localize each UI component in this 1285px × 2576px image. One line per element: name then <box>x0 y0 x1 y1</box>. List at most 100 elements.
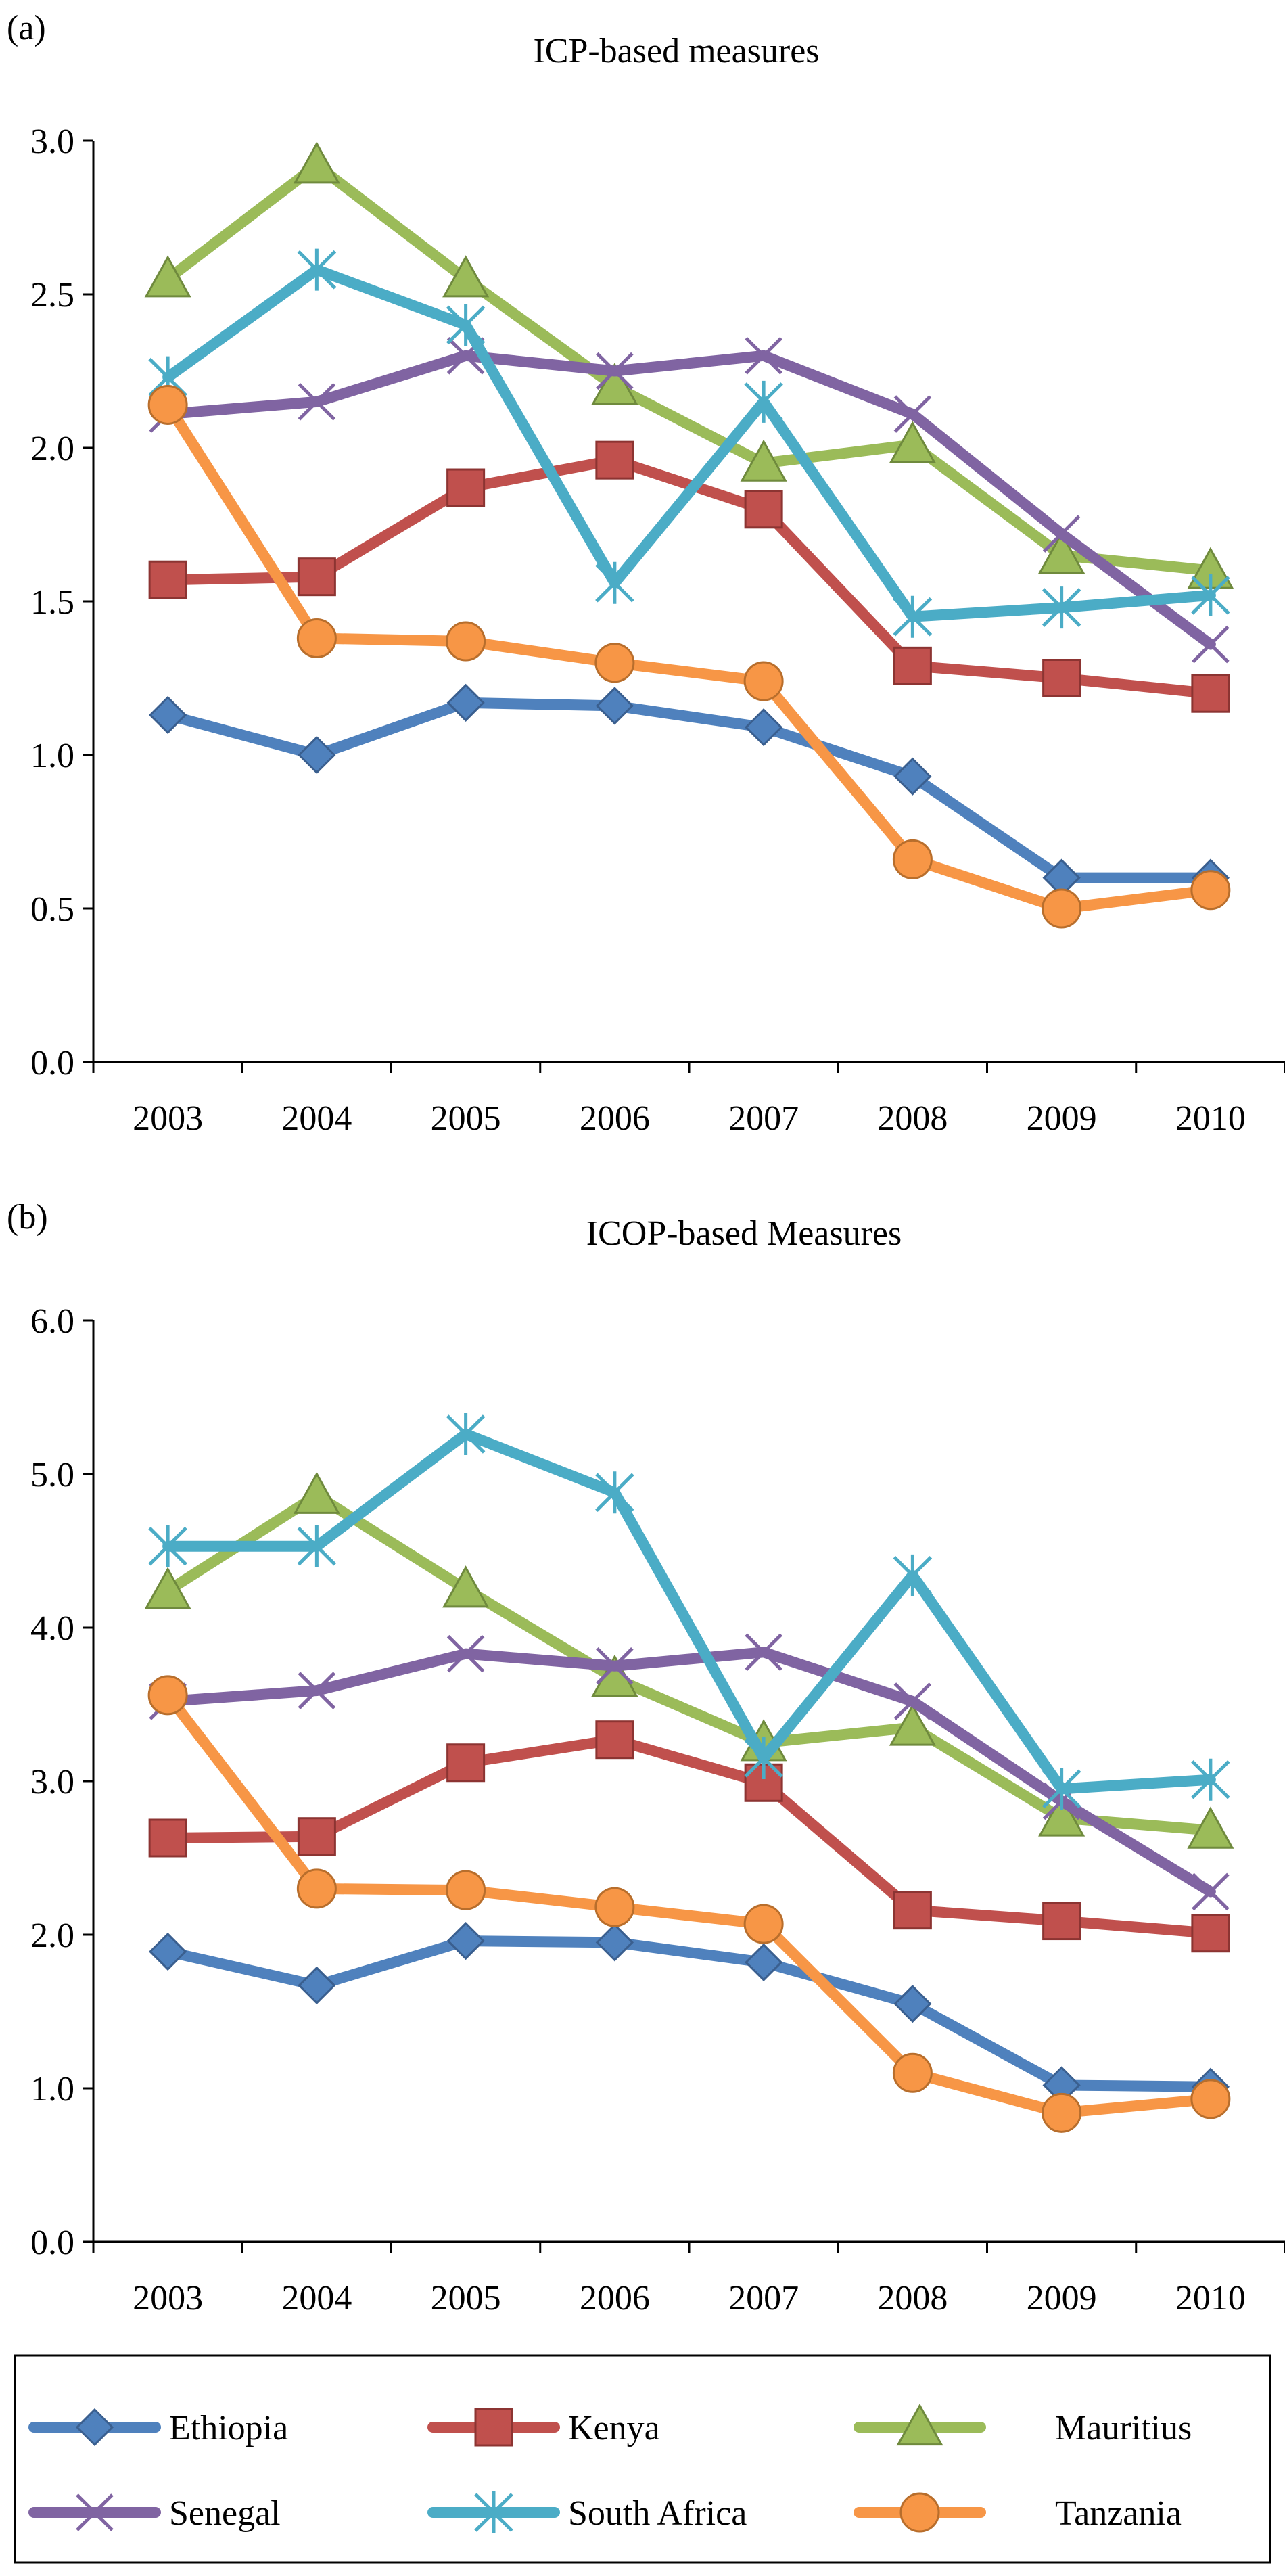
circle-marker <box>446 1870 486 1910</box>
circle-marker <box>296 1868 337 1909</box>
y-tick-label: 1.0 <box>30 2070 74 2109</box>
data-point-tanzania <box>296 1868 337 1909</box>
diamond-marker <box>745 1943 783 1981</box>
axes-b: 0.0 1.0 2.0 3.0 4.0 5.0 6.0 2003 2004 2005 2006 200… <box>30 1302 1285 2318</box>
data-point-kenya <box>297 1817 336 1856</box>
series-line-mauritius <box>162 160 1216 576</box>
data-point-senegal <box>446 1634 485 1673</box>
circle-icon <box>900 2492 940 2533</box>
data-point-senegal <box>745 1633 782 1672</box>
circle-marker <box>743 1904 784 1944</box>
x-tick-label: 2005 <box>431 2279 501 2318</box>
data-point-mauritius <box>293 1471 340 1514</box>
legend-item-tanzania: Tanzania <box>854 2492 1182 2533</box>
y-tick-label: 3.0 <box>30 122 74 161</box>
data-point-ethiopia <box>446 1921 485 1960</box>
triangle-marker <box>889 1703 936 1746</box>
legend-item-mauritius: Mauritius <box>854 2403 1192 2447</box>
series-ethiopia <box>149 1921 1230 2106</box>
data-point-mauritius <box>889 1703 936 1746</box>
square-marker <box>1191 674 1230 713</box>
panel-label-a: (a) <box>7 9 46 47</box>
triangle-marker <box>293 141 340 184</box>
triangle-icon <box>896 2403 943 2446</box>
data-point-ethiopia <box>595 687 634 725</box>
series-tanzania <box>147 1675 1231 2133</box>
series-line-kenya <box>162 1734 1216 1939</box>
square-marker <box>595 440 634 480</box>
data-point-tanzania <box>1190 2079 1231 2119</box>
asterisk-marker <box>744 1736 783 1779</box>
y-tick-label: 0.0 <box>30 2224 74 2262</box>
data-point-tanzania <box>892 839 933 879</box>
series-layer-a <box>144 141 1234 929</box>
data-point-ethiopia <box>595 1923 634 1962</box>
data-point-tanzania <box>743 1904 784 1944</box>
data-point-south-africa <box>595 561 634 604</box>
asterisk-marker <box>1042 1768 1081 1810</box>
asterisk-marker <box>1191 1758 1230 1801</box>
triangle-marker <box>1038 1794 1085 1837</box>
y-tick-label: 6.0 <box>30 1302 74 1341</box>
data-point-mauritius <box>740 439 787 482</box>
series-line-tanzania <box>162 1689 1216 2119</box>
data-point-south-africa <box>1191 1758 1230 1801</box>
square-marker <box>595 1720 634 1760</box>
series-south-africa <box>148 248 1230 638</box>
y-tick-label: 3.0 <box>30 1763 74 1801</box>
x-cross-icon <box>76 2493 114 2531</box>
data-point-ethiopia <box>893 757 932 796</box>
chart-panel-b: (b) ICOP-based Measures 0.0 1.0 2.0 3.0 4.0 5… <box>7 1198 1285 2318</box>
asterisk-marker <box>297 248 337 291</box>
square-marker <box>893 646 932 685</box>
square-marker <box>744 490 783 529</box>
data-point-tanzania <box>594 1887 635 1927</box>
data-point-tanzania <box>1042 2092 1082 2133</box>
data-point-south-africa <box>1042 1768 1081 1810</box>
circle-marker <box>147 1675 188 1716</box>
data-point-senegal <box>745 337 782 375</box>
data-point-tanzania <box>1042 888 1082 929</box>
diamond-icon <box>75 2408 114 2447</box>
circle-marker <box>446 621 486 662</box>
data-point-kenya <box>446 468 486 507</box>
triangle-marker <box>293 1471 340 1514</box>
data-point-mauritius <box>442 1565 490 1608</box>
square-marker <box>1042 659 1081 697</box>
x-cross-marker <box>1042 515 1081 553</box>
data-point-south-africa <box>595 1471 634 1514</box>
diamond-marker <box>75 2408 114 2447</box>
panel-label-b: (b) <box>7 1198 48 1237</box>
data-point-ethiopia <box>745 708 783 747</box>
asterisk-marker <box>893 595 933 638</box>
x-cross-marker <box>298 1672 336 1709</box>
x-cross-marker <box>596 1647 634 1685</box>
legend-label: South Africa <box>568 2494 747 2533</box>
data-point-kenya <box>744 490 783 529</box>
data-point-tanzania <box>446 621 486 662</box>
series-ethiopia <box>149 683 1230 897</box>
circle-marker <box>1042 888 1082 929</box>
circle-marker <box>892 839 933 879</box>
y-tick-label: 2.0 <box>30 1916 74 1955</box>
legend-label: Ethiopia <box>169 2409 288 2447</box>
data-point-south-africa <box>744 1736 783 1779</box>
data-point-ethiopia <box>149 695 187 735</box>
data-point-mauritius <box>144 255 191 298</box>
data-point-mauritius <box>1187 1806 1234 1849</box>
data-point-ethiopia <box>893 1985 932 2023</box>
triangle-marker <box>1038 531 1085 574</box>
legend-item-kenya: Kenya <box>427 2408 660 2447</box>
circle-marker <box>1190 2079 1231 2119</box>
data-point-senegal <box>298 383 336 421</box>
chart-panel-a: (a) ICP-based measures 0.0 0.5 1.0 1.5 2.0 2.… <box>7 9 1285 1138</box>
x-tick-label: 2007 <box>728 1099 799 1138</box>
data-point-south-africa <box>446 304 486 346</box>
data-point-senegal <box>596 1647 634 1685</box>
triangle-marker <box>442 1565 490 1608</box>
square-marker <box>893 1891 932 1930</box>
data-point-south-africa <box>744 380 783 423</box>
square-icon <box>474 2408 513 2447</box>
data-point-ethiopia <box>745 1943 783 1981</box>
